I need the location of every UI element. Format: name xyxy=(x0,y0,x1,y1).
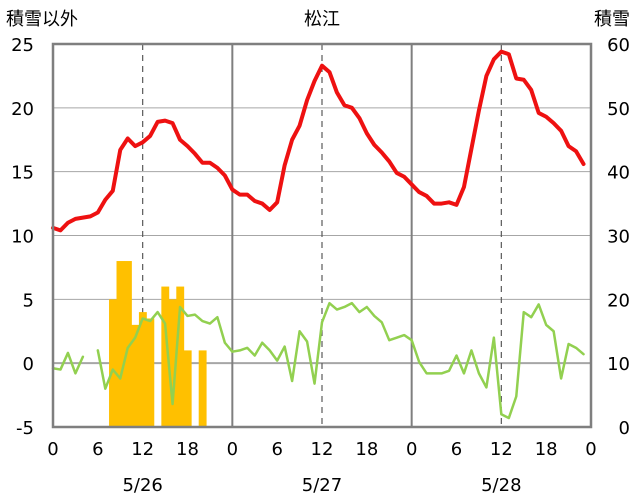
right-tick-label: 40 xyxy=(607,163,630,184)
snow-bar xyxy=(123,261,132,427)
day-label: 5/28 xyxy=(481,475,521,496)
x-tick-label: 0 xyxy=(406,439,417,460)
x-tick-label: 0 xyxy=(47,439,58,460)
plot-border xyxy=(51,42,593,429)
temperature-line xyxy=(51,49,586,233)
x-tick-label: 12 xyxy=(131,439,154,460)
day-label: 5/26 xyxy=(122,475,162,496)
right-tick-label: 20 xyxy=(607,290,630,311)
right-tick-label: 50 xyxy=(607,99,630,120)
other-line xyxy=(51,301,585,420)
right-tick-label: 30 xyxy=(607,227,630,248)
snow-bar xyxy=(116,261,125,427)
day-label: 5/27 xyxy=(302,475,342,496)
snow-bar xyxy=(168,299,177,427)
plot-frame xyxy=(51,42,593,429)
left-tick-label: 0 xyxy=(23,354,34,375)
snow-bar xyxy=(183,350,192,427)
right-tick-label: 60 xyxy=(607,35,630,56)
x-tick-label: 18 xyxy=(535,439,558,460)
snow-bar xyxy=(176,286,185,427)
left-tick-label: 20 xyxy=(11,99,34,120)
x-tick-label: 6 xyxy=(92,439,103,460)
snow-bar xyxy=(109,299,117,427)
snow-bar xyxy=(138,312,147,427)
x-tick-label: 18 xyxy=(355,439,378,460)
chart-title: 松江 xyxy=(304,9,340,30)
x-tick-label: 12 xyxy=(490,439,513,460)
x-tick-label: 6 xyxy=(271,439,282,460)
right-tick-label: 10 xyxy=(607,354,630,375)
x-tick-label: 6 xyxy=(451,439,462,460)
x-tick-label: 0 xyxy=(585,439,596,460)
x-tick-label: 18 xyxy=(176,439,199,460)
left-tick-label: 5 xyxy=(23,290,34,311)
snow-bar xyxy=(161,286,170,427)
x-tick-label: 12 xyxy=(311,439,334,460)
left-tick-label: -5 xyxy=(16,418,34,439)
left-axis-title: 積雪以外 xyxy=(6,9,78,30)
left-tick-label: 10 xyxy=(11,227,34,248)
snow-bars xyxy=(109,261,207,427)
snow-bar xyxy=(146,318,155,427)
snow-bar xyxy=(131,324,140,427)
series-lines xyxy=(51,49,586,420)
left-tick-label: 15 xyxy=(11,163,34,184)
x-tick-label: 0 xyxy=(227,439,238,460)
axis-labels: -5 0 5 10 15 20 25 0 10 20 30 40 50 60 0 6 12 18 0 6 12 18 0 6 1… xyxy=(11,35,630,496)
snow-bar xyxy=(198,350,207,427)
left-tick-label: 25 xyxy=(11,35,34,56)
right-tick-label: 0 xyxy=(619,418,630,439)
gridlines xyxy=(53,44,591,427)
right-axis-title: 積雪 xyxy=(594,9,630,30)
